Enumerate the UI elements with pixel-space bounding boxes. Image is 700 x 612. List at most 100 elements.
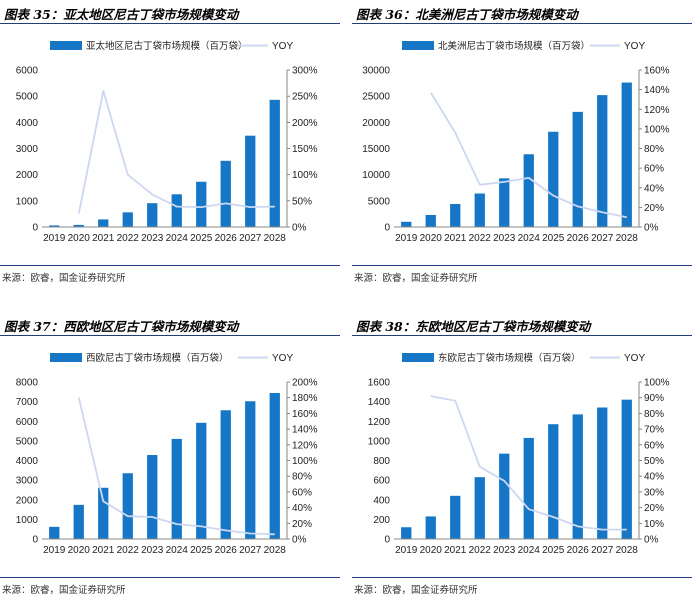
x-tick-label: 2024 xyxy=(166,545,189,556)
bar xyxy=(49,526,60,539)
legend-line-label: YOY xyxy=(272,353,293,364)
y2-tick-label: 250% xyxy=(292,92,318,103)
y2-tick-label: 20% xyxy=(644,503,664,514)
y-tick-label: 1600 xyxy=(368,378,391,389)
source-rule xyxy=(0,577,340,578)
bar xyxy=(474,193,485,227)
x-tick-label: 2022 xyxy=(469,233,492,244)
y-tick-label: 1000 xyxy=(368,436,391,447)
legend-bar-label: 亚太地区尼古丁袋市场规模（百万袋） xyxy=(86,40,248,52)
y-tick-label: 1000 xyxy=(16,515,39,526)
y-tick-label: 0 xyxy=(32,535,38,546)
chart-panel-asia-pacific: 图表 35：亚太地区尼古丁袋市场规模变动 亚太地区尼古丁袋市场规模（百万袋） YO… xyxy=(0,0,340,300)
title-rule xyxy=(0,335,340,336)
chart-panel-western-europe: 图表 37：西欧地区尼古丁袋市场规模变动 西欧尼古丁袋市场规模（百万袋） YOY 0… xyxy=(0,312,340,612)
yoy-line xyxy=(430,92,627,219)
y-tick-label: 3000 xyxy=(16,476,39,487)
bar xyxy=(220,410,231,539)
figure-title: 图表 37：西欧地区尼古丁袋市场规模变动 xyxy=(4,319,239,334)
bar xyxy=(73,224,84,227)
title-rule xyxy=(0,23,340,24)
y2-tick-label: 100% xyxy=(292,170,318,181)
x-tick-label: 2023 xyxy=(141,233,164,244)
bar xyxy=(597,407,608,539)
x-tick-label: 2020 xyxy=(68,545,91,556)
y-tick-label: 0 xyxy=(384,535,390,546)
bar xyxy=(147,455,158,539)
source-rule xyxy=(352,265,692,266)
y-tick-label: 4000 xyxy=(16,456,39,467)
y2-tick-label: 40% xyxy=(292,503,312,514)
bar xyxy=(450,203,461,227)
x-tick-label: 2023 xyxy=(141,545,164,556)
x-tick-label: 2025 xyxy=(190,545,213,556)
y-tick-label: 200 xyxy=(373,515,390,526)
y2-tick-label: 150% xyxy=(292,144,318,155)
bar xyxy=(196,181,207,227)
x-tick-label: 2024 xyxy=(166,233,189,244)
x-tick-label: 2022 xyxy=(117,545,140,556)
y2-tick-label: 0% xyxy=(644,535,659,546)
x-tick-label: 2019 xyxy=(395,545,418,556)
bar xyxy=(196,422,207,539)
bar xyxy=(220,160,231,227)
figure-title: 图表 38：东欧地区尼古丁袋市场规模变动 xyxy=(356,319,591,334)
x-tick-label: 2028 xyxy=(616,545,639,556)
bar xyxy=(122,473,133,539)
legend-bar-label: 东欧尼古丁袋市场规模（百万袋） xyxy=(438,352,581,364)
x-tick-label: 2023 xyxy=(493,545,516,556)
legend: 北美洲尼古丁袋市场规模（百万袋） YOY xyxy=(402,40,645,52)
x-tick-label: 2024 xyxy=(518,233,541,244)
y-tick-label: 8000 xyxy=(16,378,39,389)
x-tick-label: 2028 xyxy=(616,233,639,244)
y2-tick-label: 100% xyxy=(292,456,318,467)
x-tick-label: 2025 xyxy=(542,545,565,556)
source-note: 来源：欧睿，国金证券研究所 xyxy=(2,273,126,284)
y2-tick-label: 140% xyxy=(644,85,670,96)
x-tick-label: 2026 xyxy=(215,233,238,244)
y-tick-label: 20000 xyxy=(362,118,390,129)
y2-tick-label: 160% xyxy=(292,409,318,420)
y-tick-label: 1200 xyxy=(368,417,391,428)
y2-tick-label: 160% xyxy=(644,66,670,77)
bar xyxy=(499,453,510,539)
y2-tick-label: 10% xyxy=(644,519,664,530)
y2-tick-label: 180% xyxy=(292,393,318,404)
bar xyxy=(523,437,534,539)
x-tick-label: 2027 xyxy=(591,233,614,244)
figure-title: 图表 35：亚太地区尼古丁袋市场规模变动 xyxy=(4,7,239,22)
y2-tick-label: 200% xyxy=(292,378,318,389)
y2-tick-label: 40% xyxy=(644,183,664,194)
y-tick-label: 1000 xyxy=(16,196,39,207)
x-tick-label: 2025 xyxy=(190,233,213,244)
bar xyxy=(401,527,412,539)
bar xyxy=(49,225,60,227)
source-rule xyxy=(352,577,692,578)
bar xyxy=(98,219,109,227)
yoy-line xyxy=(77,397,275,536)
source-rule xyxy=(0,265,340,266)
x-tick-label: 2025 xyxy=(542,233,565,244)
title-rule xyxy=(352,335,692,336)
bar xyxy=(597,95,608,228)
x-tick-label: 2027 xyxy=(239,233,262,244)
legend-line-label: YOY xyxy=(624,353,645,364)
y-tick-label: 30000 xyxy=(362,66,390,77)
y2-tick-label: 60% xyxy=(644,440,664,451)
source-note: 来源：欧睿，国金证券研究所 xyxy=(354,585,478,596)
y2-tick-label: 50% xyxy=(644,456,664,467)
bar xyxy=(269,392,280,539)
source-note: 来源：欧睿，国金证券研究所 xyxy=(354,273,478,284)
bar xyxy=(450,495,461,539)
yoy-line xyxy=(77,90,275,214)
y-tick-label: 5000 xyxy=(368,196,391,207)
bar xyxy=(621,82,632,227)
x-tick-label: 2027 xyxy=(591,545,614,556)
x-tick-label: 2022 xyxy=(469,545,492,556)
figure-title: 图表 36：北美洲尼古丁袋市场规模变动 xyxy=(356,7,578,22)
y2-tick-label: 20% xyxy=(292,519,312,530)
title-rule xyxy=(352,23,692,24)
chart-western-europe: 西欧尼古丁袋市场规模（百万袋） YOY 0 1000 2000 3000 4000 5000 6… xyxy=(16,352,318,556)
y2-tick-label: 30% xyxy=(644,487,664,498)
bar xyxy=(245,135,256,227)
